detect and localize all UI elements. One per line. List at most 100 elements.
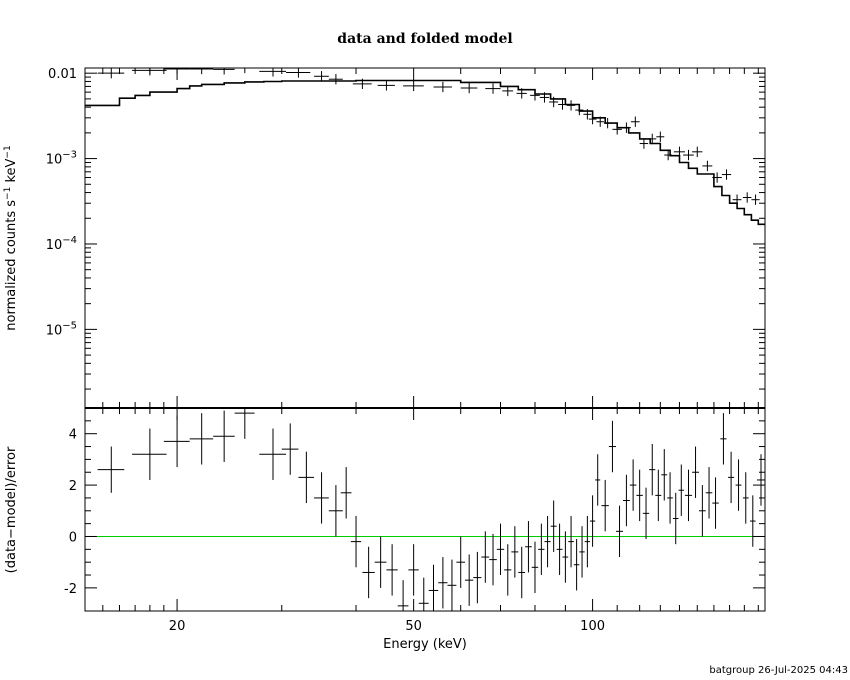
residual-point — [728, 451, 735, 504]
residual-point — [684, 469, 693, 522]
residual-point — [511, 526, 519, 578]
residual-point — [735, 459, 742, 511]
residual-point — [525, 521, 532, 573]
residual-point — [750, 495, 756, 547]
residual-point — [720, 413, 727, 465]
residual-point — [281, 423, 299, 475]
y-tick-label: 4 — [69, 428, 77, 443]
residual-point — [408, 544, 419, 596]
data-point — [460, 82, 478, 94]
residual-point — [386, 544, 398, 596]
data-point — [656, 131, 665, 142]
data-point — [712, 172, 722, 183]
residual-point — [698, 485, 706, 537]
data-point — [702, 160, 713, 172]
data-point — [213, 68, 235, 75]
residual-point — [589, 495, 596, 547]
y-tick-label: 10−5 — [46, 320, 77, 338]
residual-point — [595, 454, 601, 506]
data-point — [683, 149, 694, 161]
bottom-y-tick-labels: -2 0 2 4 — [64, 428, 77, 597]
residual-point — [504, 544, 512, 596]
residual-point — [601, 479, 609, 532]
residual-point — [608, 420, 617, 473]
residual-point — [473, 551, 482, 604]
residual-point — [655, 469, 662, 522]
residual-point — [489, 533, 497, 586]
residual-point — [418, 577, 429, 611]
residual-point — [531, 541, 539, 594]
y-tick-label: 0.01 — [48, 67, 77, 82]
data-point — [742, 192, 752, 203]
model-step-line — [85, 79, 765, 226]
data-point — [132, 68, 167, 76]
residual-point — [579, 526, 585, 578]
y-tick-label: 0 — [69, 530, 77, 545]
x-tick-label: 100 — [580, 619, 605, 634]
data-point — [403, 80, 424, 92]
residual-point — [132, 428, 167, 480]
residual-point — [496, 523, 505, 576]
x-tick-label: 20 — [169, 619, 186, 634]
data-point — [189, 68, 214, 75]
residual-point — [362, 546, 375, 599]
y-tick-label: 10−3 — [46, 150, 77, 168]
bottom-axis-ticks — [85, 407, 765, 611]
residual-point — [742, 472, 749, 524]
x-tick-label: 50 — [405, 619, 422, 634]
top-y-tick-labels: 0.01 10−3 10−4 10−5 — [46, 67, 77, 338]
data-point — [433, 81, 452, 93]
data-point — [612, 124, 622, 135]
x-axis-label: Energy (keV) — [383, 637, 467, 652]
data-point — [485, 83, 501, 94]
residual-point — [573, 539, 580, 591]
residual-point — [234, 408, 255, 439]
residual-point — [374, 536, 387, 588]
y-tick-label: 10−4 — [46, 235, 77, 253]
residual-point — [568, 515, 574, 568]
top-panel: 0.01 10−3 10−4 10−5 normalized counts s−1 k… — [3, 67, 766, 409]
data-point — [648, 133, 657, 145]
residual-point — [544, 515, 551, 568]
residual-point — [636, 469, 643, 522]
residual-point — [661, 449, 668, 501]
data-point — [566, 100, 576, 111]
bottom-y-axis-label: (data−model)/error — [4, 446, 19, 573]
residual-point — [397, 580, 409, 611]
residual-point — [350, 515, 362, 568]
data-point — [286, 68, 311, 78]
residual-point — [213, 410, 235, 462]
top-panel-frame — [84, 67, 766, 409]
data-point — [664, 149, 672, 161]
data-point — [314, 71, 329, 82]
bottom-panel-frame — [84, 407, 766, 612]
data-point — [328, 74, 343, 85]
data-point — [575, 104, 584, 116]
residual-point — [298, 451, 315, 504]
residual-point — [97, 446, 125, 493]
data-point — [583, 109, 592, 120]
residual-point — [189, 413, 214, 465]
residual-point — [447, 559, 457, 611]
residual-point — [649, 443, 656, 496]
data-point — [516, 88, 527, 99]
residual-point — [328, 485, 343, 537]
data-point — [596, 116, 604, 127]
residual-point — [259, 428, 287, 480]
data-point — [539, 92, 550, 103]
data-point — [530, 90, 540, 101]
data-point — [630, 116, 640, 127]
residual-point — [678, 464, 685, 516]
data-point — [732, 194, 742, 205]
footer-stamp: batgroup 26-Jul-2025 04:43 — [709, 665, 848, 676]
data-point — [558, 99, 567, 110]
residual-point — [481, 531, 490, 583]
residual-point — [629, 459, 637, 511]
residual-point — [705, 467, 713, 519]
residual-point — [556, 523, 563, 576]
residual-point — [672, 492, 679, 545]
data-point — [751, 194, 760, 205]
residual-point — [518, 546, 526, 599]
chart-title: data and folded model — [337, 31, 512, 47]
data-point — [621, 122, 631, 133]
